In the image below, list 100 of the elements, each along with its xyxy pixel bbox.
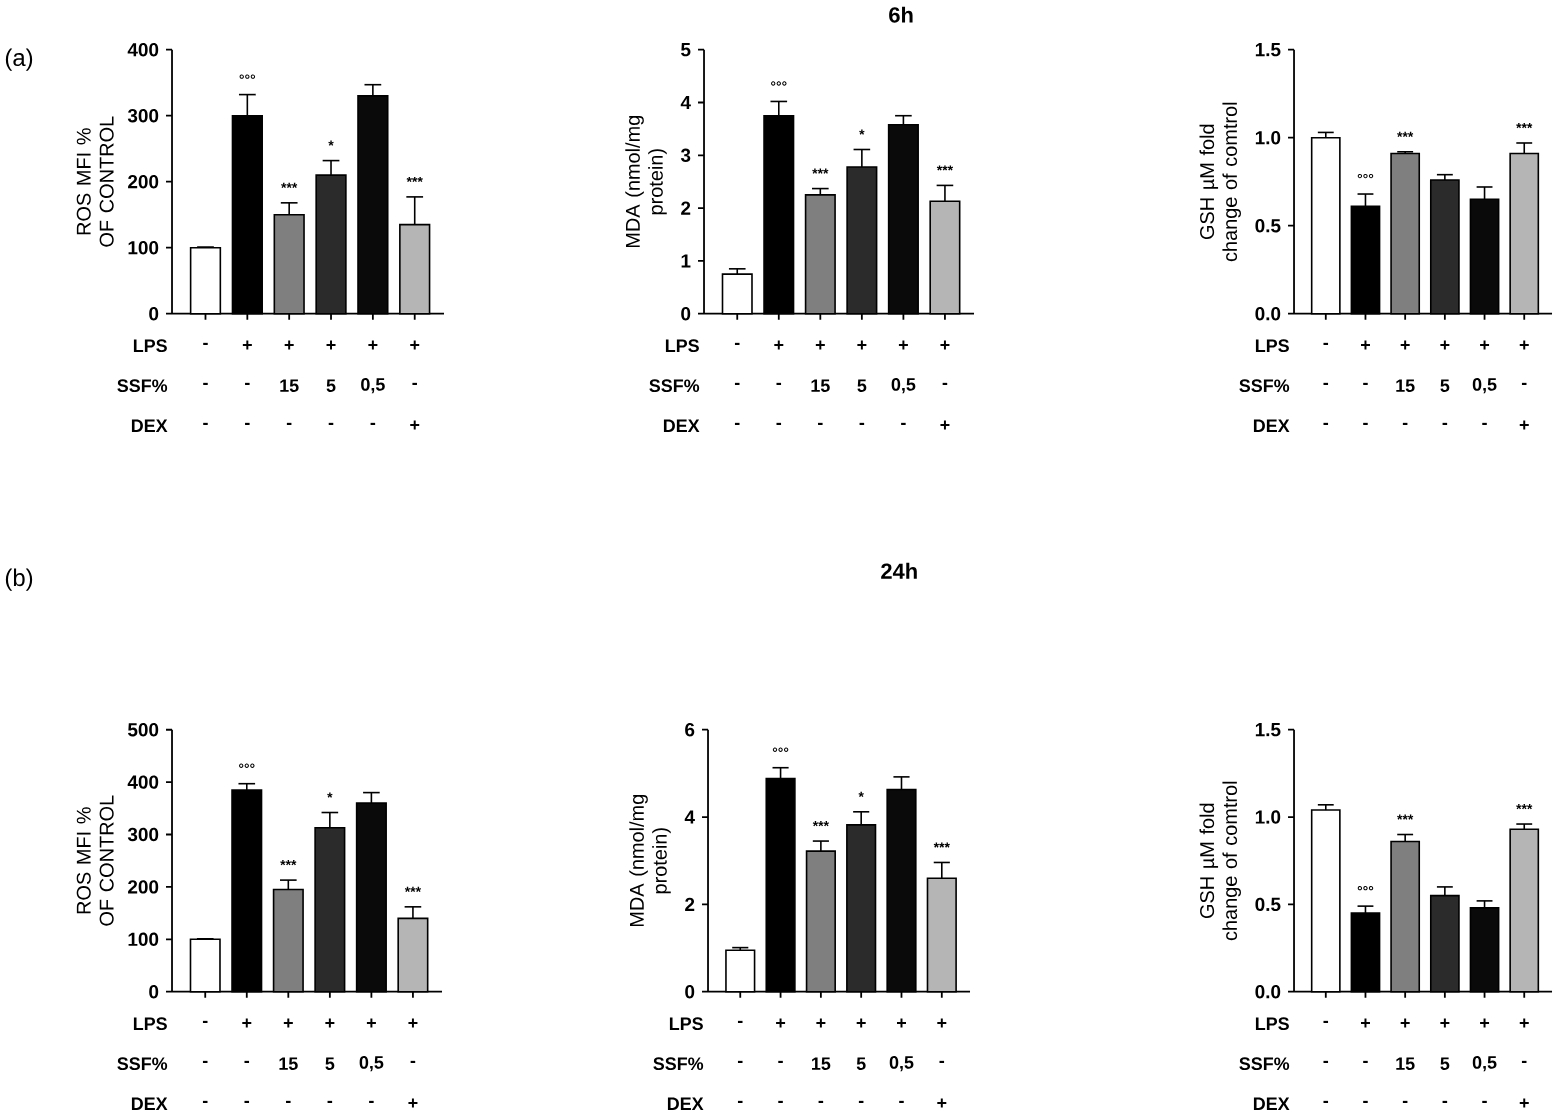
text: 0,5 — [361, 378, 385, 394]
text: + — [1400, 1018, 1410, 1028]
text: + — [242, 1018, 252, 1028]
text: - — [328, 422, 334, 426]
text: + — [1440, 1018, 1450, 1028]
text: (a) — [5, 48, 33, 71]
text: + — [856, 1018, 866, 1028]
text: - — [412, 382, 417, 386]
text: - — [1323, 1100, 1329, 1104]
text: - — [203, 382, 208, 386]
text: 15 — [1396, 1057, 1415, 1071]
text: 15 — [1396, 379, 1415, 393]
text: - — [776, 422, 782, 426]
y-tick-label: 0 — [681, 307, 691, 321]
text: + — [1480, 1018, 1490, 1028]
text: 15 — [279, 1057, 298, 1071]
text: - — [1363, 382, 1368, 386]
y-tick-label: 0.0 — [1255, 985, 1281, 999]
text: - — [939, 1060, 945, 1064]
text: + — [898, 340, 908, 350]
y-tick-label: 1.0 — [1255, 810, 1281, 824]
text: - — [203, 342, 208, 346]
text: - — [1323, 422, 1329, 426]
y-tick-label: 500 — [127, 723, 159, 737]
text: 15 — [812, 1057, 831, 1071]
y-tick-label: 0.5 — [1255, 219, 1281, 233]
text: - — [737, 1020, 743, 1024]
text: LPS — [1255, 339, 1289, 353]
text: 5 — [326, 379, 336, 393]
text: - — [737, 1100, 743, 1104]
text: + — [1480, 340, 1490, 350]
text: DEX — [131, 419, 168, 432]
text: SSF% — [117, 1057, 168, 1071]
text: - — [370, 422, 376, 426]
text: + — [408, 1018, 418, 1028]
text: - — [244, 1060, 250, 1064]
text: - — [1442, 422, 1448, 426]
text: - — [1363, 1060, 1368, 1064]
text: - — [778, 1100, 783, 1104]
y-tick-label: 0.0 — [1255, 307, 1281, 321]
text: - — [1402, 422, 1408, 426]
text: - — [734, 382, 740, 386]
text: - — [1482, 1100, 1487, 1104]
chart-title: 24h — [881, 562, 917, 579]
text: + — [408, 1098, 418, 1108]
text: SSF% — [1239, 1057, 1290, 1071]
text: + — [940, 420, 950, 430]
y-tick-label: 1.5 — [1255, 43, 1281, 57]
text: - — [202, 1060, 208, 1064]
text: 0,5 — [1472, 378, 1497, 394]
text: 5 — [325, 1057, 335, 1071]
text: LPS — [1255, 1017, 1289, 1031]
y-tick-label: 3 — [680, 148, 691, 163]
text: DEX — [667, 1097, 704, 1111]
text: + — [1519, 1018, 1529, 1028]
text: - — [245, 422, 250, 426]
text: + — [325, 1018, 335, 1028]
y-tick-label: 100 — [128, 932, 159, 947]
y-tick-label: 0 — [149, 985, 159, 999]
y-tick-label: 1.5 — [1255, 723, 1281, 737]
text: + — [1360, 1018, 1370, 1028]
y-tick-label: 2 — [681, 201, 691, 215]
text: (b) — [5, 568, 33, 591]
text: 0,5 — [359, 1056, 384, 1072]
text: - — [818, 422, 823, 426]
text: 15 — [280, 379, 299, 393]
y-tick-label: 300 — [127, 109, 159, 123]
y-axis-title: GSH µM fold change of comtrol — [1199, 781, 1241, 941]
text: - — [245, 382, 250, 386]
text: DEX — [131, 1097, 168, 1111]
y-tick-label: 4 — [680, 96, 691, 110]
text: - — [286, 1100, 291, 1104]
y-tick-label: 2 — [685, 897, 695, 912]
text: - — [1323, 342, 1329, 346]
text: + — [1519, 1098, 1529, 1108]
text: - — [1482, 422, 1487, 426]
text: + — [1519, 420, 1529, 430]
text: + — [368, 340, 378, 350]
text: - — [776, 382, 782, 386]
text: + — [1519, 340, 1529, 350]
text: LPS — [133, 339, 167, 353]
text: - — [410, 1060, 416, 1064]
text: + — [283, 1018, 293, 1028]
text: LPS — [133, 1017, 167, 1031]
text: + — [1400, 340, 1410, 350]
text: 5 — [856, 1057, 866, 1071]
text: + — [937, 1018, 947, 1028]
text: - — [901, 422, 906, 426]
text: + — [937, 1098, 947, 1108]
y-tick-label: 1 — [681, 254, 691, 268]
y-tick-label: 1.0 — [1255, 131, 1281, 145]
text: - — [778, 1060, 783, 1064]
text: + — [242, 340, 252, 350]
text: 5 — [1440, 1057, 1450, 1071]
y-tick-label: 400 — [127, 775, 159, 789]
text: - — [286, 422, 292, 426]
text: - — [1442, 1100, 1448, 1104]
y-tick-label: 4 — [684, 810, 695, 824]
text: SSF% — [653, 1057, 704, 1071]
text: - — [202, 1100, 208, 1104]
